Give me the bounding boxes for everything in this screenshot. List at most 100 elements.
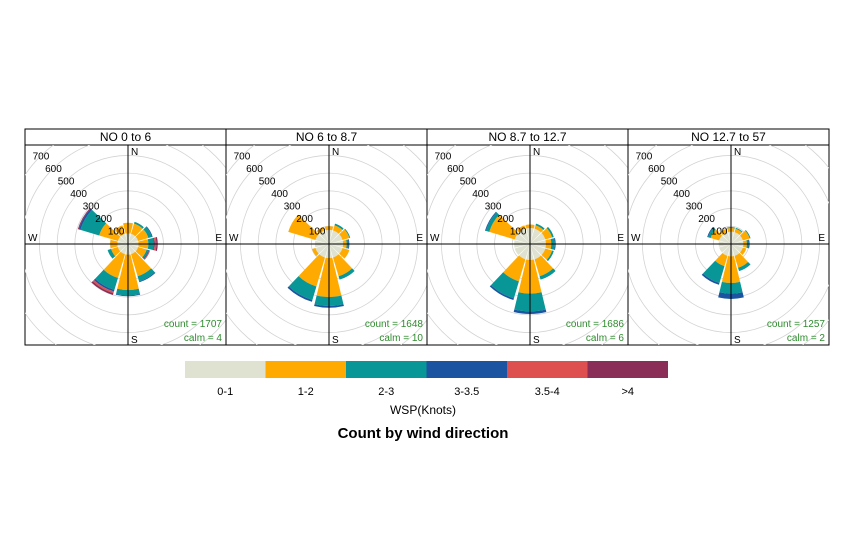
legend-swatch-4 xyxy=(426,361,507,378)
radial-tick-label: 600 xyxy=(45,164,62,175)
wedge-30-1-2 xyxy=(734,228,742,236)
wedge-210-2-3 xyxy=(490,272,519,299)
panel-title: NO 12.7 to 57 xyxy=(691,130,766,144)
wedge-210-0-1 xyxy=(120,244,128,255)
dir-label-n: N xyxy=(533,147,540,158)
legend-label-3: 2-3 xyxy=(378,386,394,398)
radial-tick-label: 400 xyxy=(673,189,690,200)
chart-title: Count by wind direction xyxy=(338,425,509,442)
radial-tick-label: 400 xyxy=(271,189,288,200)
wedge-210-0-1 xyxy=(722,244,731,256)
panel-title: NO 0 to 6 xyxy=(100,130,152,144)
legend-label-1: 0-1 xyxy=(217,386,233,398)
radial-tick-label: 200 xyxy=(698,214,715,225)
wedge-210-1-2 xyxy=(298,254,325,287)
radial-tick-label: 300 xyxy=(686,201,703,212)
wedge-120-3-3.5 xyxy=(143,250,150,260)
wedge-300->4 xyxy=(77,208,91,230)
radial-tick-label: 700 xyxy=(636,151,653,162)
dir-label-n: N xyxy=(734,147,741,158)
wedge-150-2-3 xyxy=(137,268,155,282)
dir-label-w: W xyxy=(28,233,38,244)
legend-swatch-6 xyxy=(587,361,668,378)
wedge-60-0-1 xyxy=(731,235,743,244)
wedge-240-2-3 xyxy=(107,249,116,259)
wedge-60-1-2 xyxy=(739,230,750,241)
wedge-60-3-3.5 xyxy=(145,226,153,237)
wedge-60-1-2 xyxy=(339,229,350,240)
wedge-30-2-3 xyxy=(134,221,144,229)
wedge-300-2-3 xyxy=(708,227,716,238)
wedge-120-1-2 xyxy=(339,248,350,259)
wedge-120-3.5-4 xyxy=(144,250,151,260)
wedge-60-2-3 xyxy=(344,228,351,238)
wedge-210-2-3 xyxy=(702,260,725,284)
wedge-150-0-1 xyxy=(731,244,740,256)
wedge-60-1-2 xyxy=(135,229,149,241)
wedge-330-0-1 xyxy=(722,232,731,244)
wedge-210-0-1 xyxy=(319,244,329,258)
wedge-180-3-3.5 xyxy=(115,293,141,297)
radial-tick-label: 300 xyxy=(83,201,100,212)
wedge-30-0-1 xyxy=(128,233,136,244)
legend-label-2: 1-2 xyxy=(298,386,314,398)
wedge-30-0-1 xyxy=(530,228,541,244)
wedge-330-0-1 xyxy=(319,230,329,244)
wedge-120-0-1 xyxy=(731,244,743,253)
wedge-30-0-1 xyxy=(731,232,740,244)
wedge-300-3-3.5 xyxy=(78,208,93,230)
wedge-150-1-2 xyxy=(534,255,554,277)
dir-label-s: S xyxy=(131,335,138,346)
wedge-60-0-1 xyxy=(128,236,139,244)
dir-label-e: E xyxy=(818,233,825,244)
wedge-240-0-1 xyxy=(315,244,329,254)
legend-label-4: 3-3.5 xyxy=(454,386,479,398)
wedge-210-1-2 xyxy=(715,252,728,267)
legend-title: WSP(Knots) xyxy=(390,403,456,417)
wedge-330-1-2 xyxy=(316,227,325,234)
wedge-300-1-2 xyxy=(489,214,519,240)
wedge-300-0-1 xyxy=(719,235,731,244)
radial-tick-label: 400 xyxy=(472,189,489,200)
wedge-60-2-3 xyxy=(546,226,554,238)
radial-tick-label: 200 xyxy=(497,214,514,225)
wedge-300-1-2 xyxy=(710,229,723,241)
calm-label: calm = 4 xyxy=(184,333,223,344)
wedge-60-2-3 xyxy=(143,226,152,238)
wedge-30-1-2 xyxy=(333,225,343,234)
radial-tick-label: 200 xyxy=(296,214,313,225)
wedge-210-2-3 xyxy=(288,276,317,301)
radial-tick-label: 100 xyxy=(510,227,527,238)
wedge-300-2-3 xyxy=(80,209,107,236)
wedge-210-3-3.5 xyxy=(701,273,720,285)
dir-label-s: S xyxy=(332,335,339,346)
radial-tick-label: 700 xyxy=(435,151,452,162)
wedge-30-1-2 xyxy=(534,225,544,233)
radial-tick-label: 300 xyxy=(284,201,301,212)
wedge-210-1-2 xyxy=(503,255,526,282)
wedge-150-2-3 xyxy=(738,261,751,272)
radial-tick-label: 700 xyxy=(33,151,50,162)
wedge-210-3-3.5 xyxy=(93,278,115,292)
wedge-30-2-3 xyxy=(535,223,545,230)
legend: 0-1 1-2 2-3 3-3.5 3.5-4 >4 xyxy=(185,361,668,398)
wedge-60-0-1 xyxy=(530,233,546,244)
wedge-240-0-1 xyxy=(117,244,128,252)
radial-tick-label: 100 xyxy=(309,227,326,238)
wedge-150-1-2 xyxy=(333,254,353,277)
wedge-120-1-2 xyxy=(739,247,747,255)
radial-tick-label: 600 xyxy=(447,164,464,175)
wedge-210-1-2 xyxy=(103,251,125,278)
panel-title: NO 8.7 to 12.7 xyxy=(488,130,566,144)
wedge-330-1-2 xyxy=(720,228,728,236)
wedge-300-1-2 xyxy=(288,214,319,240)
calm-label: calm = 2 xyxy=(787,333,826,344)
wedge-120-0-1 xyxy=(128,244,139,252)
dir-label-w: W xyxy=(229,233,239,244)
wedge-60-2-3 xyxy=(745,229,751,239)
wedge-300-1-2 xyxy=(99,223,121,241)
